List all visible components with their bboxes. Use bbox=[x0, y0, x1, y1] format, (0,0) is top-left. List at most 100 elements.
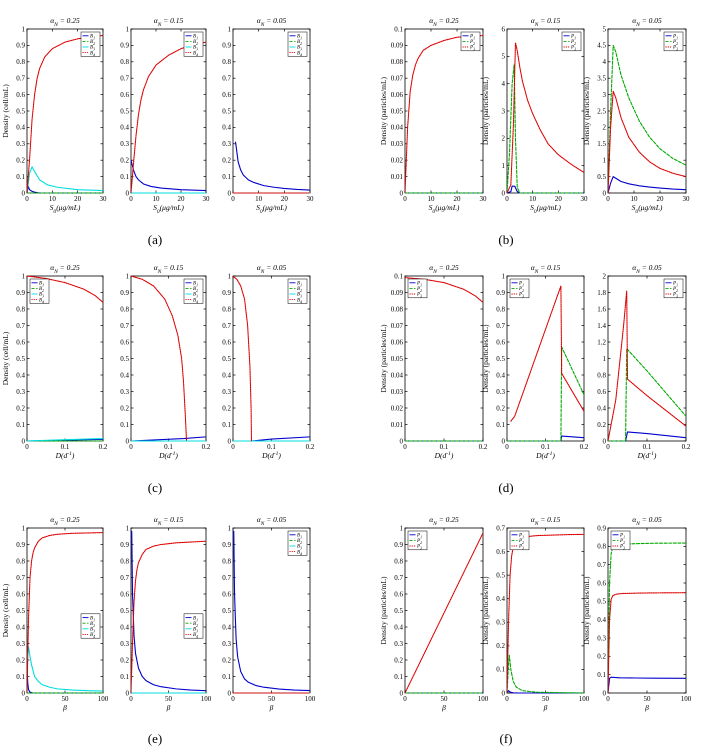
legend-entry: P1 bbox=[416, 534, 422, 540]
panel-title: αN = 0.15 bbox=[154, 515, 184, 527]
x-tick-label: 30 bbox=[480, 195, 488, 203]
legend-entry: B3 bbox=[193, 293, 198, 299]
y-tick-label: 0.03 bbox=[391, 388, 404, 396]
x-axis-label: D(d-1) bbox=[55, 451, 75, 460]
y-tick-label: 0.4 bbox=[222, 371, 231, 379]
y-tick-label: 1 bbox=[126, 524, 130, 532]
chart-panel-9: 0 0.1 0.2 0.3 0.4 0.5 0.6 0.7 0.8 0.9 1 0 0.1 0.2 αN =… bbox=[222, 263, 315, 460]
series-b3 bbox=[27, 166, 103, 194]
y-tick-label: 0.1 bbox=[394, 272, 403, 280]
legend-entry: P3 bbox=[416, 293, 422, 299]
x-tick-label: 10 bbox=[255, 195, 263, 203]
y-tick-label: 0.3 bbox=[16, 388, 25, 396]
series-group bbox=[405, 277, 483, 442]
x-tick-label: 20 bbox=[555, 195, 563, 203]
legend-entry: P1 bbox=[672, 282, 678, 288]
y-tick-label: 0.3 bbox=[120, 140, 129, 148]
series-b1 bbox=[233, 530, 310, 692]
series-p3 bbox=[608, 290, 686, 442]
y-tick-label: 0.5 bbox=[496, 355, 505, 363]
y-tick-label: 0.9 bbox=[222, 42, 231, 50]
legend-box bbox=[183, 613, 204, 639]
x-tick-label: 100 bbox=[201, 695, 212, 703]
x-axis-label: S0(μg/mL) bbox=[153, 203, 184, 215]
legend-box bbox=[663, 31, 684, 52]
y-tick-label: 3.5 bbox=[597, 75, 606, 83]
y-tick-label: 0.8 bbox=[120, 58, 129, 66]
y-tick-label: 2 bbox=[502, 135, 506, 143]
y-tick-label: 0.1 bbox=[597, 671, 606, 679]
legend-entry: B3 bbox=[193, 46, 198, 52]
x-axis-label: S0(μg/mL) bbox=[256, 203, 287, 215]
series-p2 bbox=[507, 63, 584, 194]
legend-entry: B2 bbox=[193, 622, 198, 628]
y-tick-label: 1 bbox=[126, 272, 130, 280]
y-tick-label: 0.4 bbox=[222, 124, 231, 132]
y-tick-label: 0.9 bbox=[394, 541, 403, 549]
legend-entry: B3 bbox=[39, 293, 44, 299]
x-tick-label: 100 bbox=[98, 695, 109, 703]
series-p2 bbox=[608, 44, 686, 194]
y-tick-label: 0 bbox=[228, 189, 232, 197]
legend-entry: B2 bbox=[297, 40, 302, 46]
series-b1 bbox=[235, 141, 310, 191]
y-tick-label: 0.2 bbox=[597, 653, 606, 661]
series-group bbox=[507, 285, 584, 442]
legend-entry: P2 bbox=[619, 539, 625, 545]
y-tick-label: 0.7 bbox=[16, 574, 25, 582]
y-tick-label: 4.5 bbox=[597, 42, 606, 50]
legend-entry: P1 bbox=[518, 534, 524, 540]
y-tick-label: 0.1 bbox=[496, 666, 505, 674]
plot-frame bbox=[404, 275, 484, 442]
y-tick-label: 0 bbox=[126, 189, 130, 197]
y-tick-label: 0.06 bbox=[391, 91, 404, 99]
x-tick-label: 0.1 bbox=[164, 443, 173, 451]
series-group bbox=[233, 141, 310, 194]
y-tick-label: 0.4 bbox=[120, 371, 129, 379]
y-tick-label: 1.8 bbox=[597, 289, 606, 297]
legend-box bbox=[80, 613, 101, 639]
series-group bbox=[131, 530, 206, 694]
y-tick-label: 1 bbox=[502, 272, 506, 280]
y-tick-label: 1 bbox=[502, 162, 506, 170]
y-tick-label: 0.5 bbox=[394, 607, 403, 615]
y-tick-label: 0.2 bbox=[120, 157, 129, 165]
y-tick-label: 0.1 bbox=[222, 673, 231, 681]
chart-panel-6: 0 0.5 1 1.5 2 2.5 3 3.5 4 4.5 5 0 10 20 30 αN = 0.05 S0(… bbox=[582, 16, 690, 215]
legend-entry: B2 bbox=[90, 40, 95, 46]
panel-title: αN = 0.05 bbox=[632, 16, 662, 28]
y-tick-label: 0.1 bbox=[394, 25, 403, 33]
y-tick-label: 0.1 bbox=[16, 673, 25, 681]
y-tick-label: 0.02 bbox=[391, 157, 404, 165]
chart-panel-15: 0 0.1 0.2 0.3 0.4 0.5 0.6 0.7 0.8 0.9 1 0 50 100 αN = … bbox=[222, 515, 316, 712]
y-tick-label: 0.9 bbox=[16, 42, 25, 50]
series-p3 bbox=[507, 42, 584, 194]
chart-panel-7: 0 0.1 0.2 0.3 0.4 0.5 0.6 0.7 0.8 0.9 1 0 0.1 0.2 αN =… bbox=[1, 263, 108, 460]
y-tick-label: 1 bbox=[603, 355, 607, 363]
y-tick-label: 4 bbox=[603, 58, 607, 66]
y-tick-label: 0 bbox=[22, 189, 26, 197]
y-tick-label: 0.7 bbox=[496, 524, 505, 532]
plot-frame bbox=[404, 28, 484, 194]
y-tick-label: 0.3 bbox=[222, 388, 231, 396]
y-tick-label: 1 bbox=[603, 157, 607, 165]
x-tick-label: 0 bbox=[129, 195, 133, 203]
legend-entry: B3 bbox=[297, 545, 302, 551]
legend-entry: P3 bbox=[672, 46, 678, 52]
x-tick-label: 50 bbox=[644, 695, 652, 703]
x-tick-label: 10 bbox=[49, 195, 57, 203]
legend-box bbox=[509, 278, 530, 299]
y-tick-label: 0.08 bbox=[391, 305, 404, 313]
y-tick-label: 0.5 bbox=[597, 173, 606, 181]
x-tick-label: 0.1 bbox=[61, 443, 70, 451]
legend-entry: P2 bbox=[469, 40, 475, 46]
series-group bbox=[507, 42, 584, 194]
